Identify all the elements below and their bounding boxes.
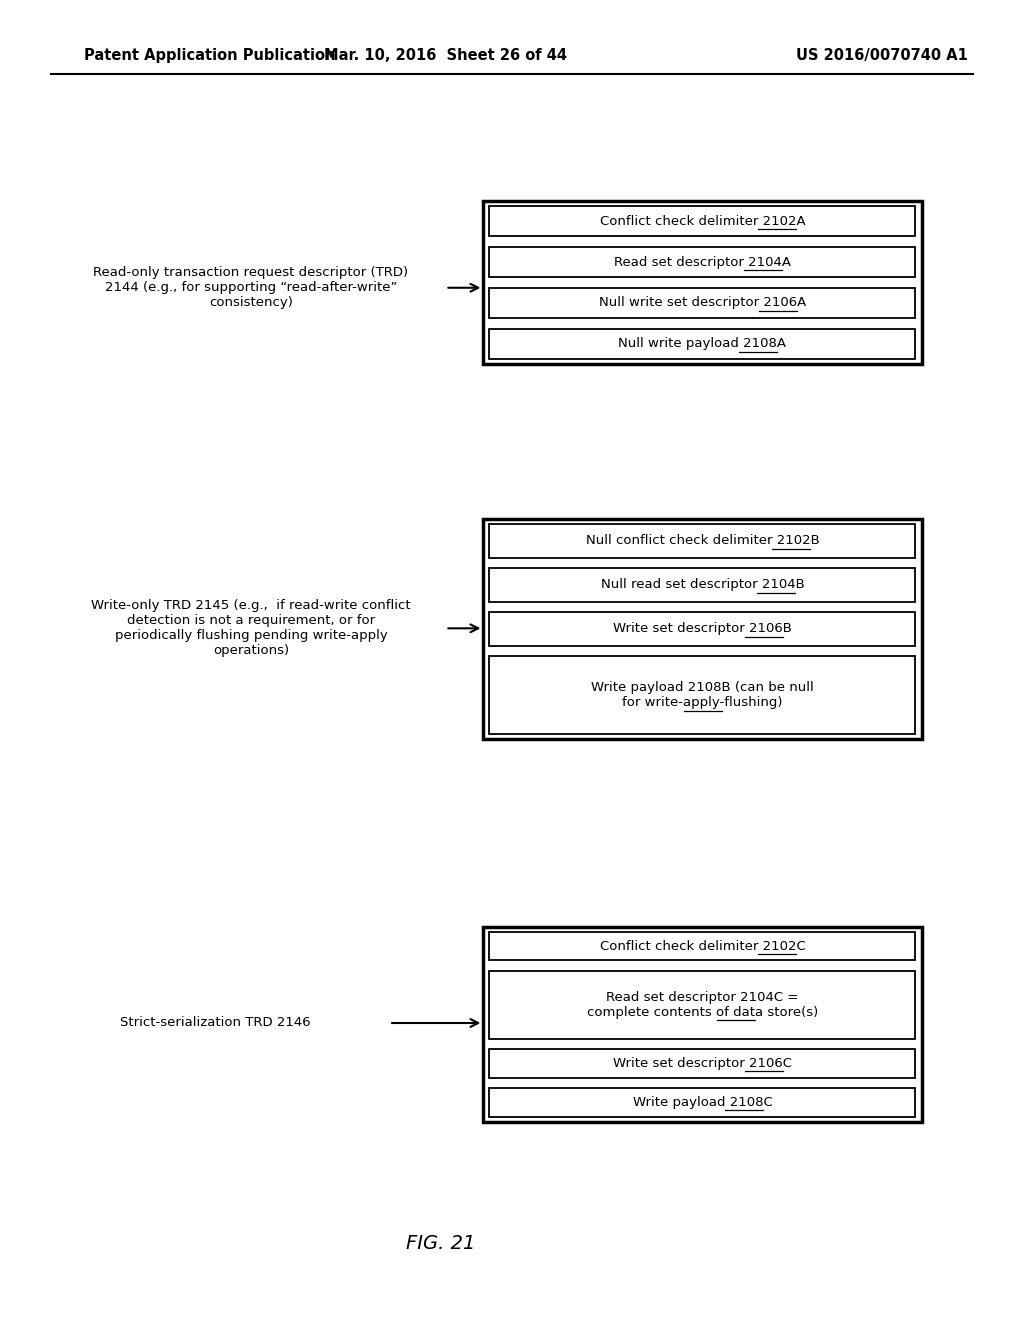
Bar — [489, 656, 915, 734]
Text: Read set descriptor 2104C =
complete contents of data store(s): Read set descriptor 2104C = complete con… — [587, 991, 818, 1019]
Bar — [489, 1088, 915, 1117]
Bar — [483, 519, 922, 739]
Text: Read-only transaction request descriptor (TRD)
2144 (e.g., for supporting “read-: Read-only transaction request descriptor… — [93, 267, 409, 309]
Bar — [489, 972, 915, 1039]
Text: Null read set descriptor 2104B: Null read set descriptor 2104B — [601, 578, 804, 591]
Text: Strict-serialization TRD 2146: Strict-serialization TRD 2146 — [120, 1016, 310, 1030]
Bar — [489, 932, 915, 961]
Bar — [483, 201, 922, 364]
Text: FIG. 21: FIG. 21 — [406, 1234, 475, 1253]
Text: Mar. 10, 2016  Sheet 26 of 44: Mar. 10, 2016 Sheet 26 of 44 — [324, 48, 567, 63]
Text: Write set descriptor 2106B: Write set descriptor 2106B — [613, 623, 792, 635]
Bar — [489, 1049, 915, 1077]
Text: Patent Application Publication: Patent Application Publication — [84, 48, 336, 63]
Text: Conflict check delimiter 2102C: Conflict check delimiter 2102C — [600, 940, 805, 953]
Bar — [489, 524, 915, 557]
Text: Read set descriptor 2104A: Read set descriptor 2104A — [614, 256, 791, 268]
Text: Write set descriptor 2106C: Write set descriptor 2106C — [613, 1057, 792, 1071]
Bar — [489, 247, 915, 277]
Text: Write payload 2108C: Write payload 2108C — [633, 1096, 772, 1109]
Text: Write-only TRD 2145 (e.g.,  if read-write conflict
detection is not a requiremen: Write-only TRD 2145 (e.g., if read-write… — [91, 599, 411, 657]
Text: Null conflict check delimiter 2102B: Null conflict check delimiter 2102B — [586, 535, 819, 548]
Bar — [489, 329, 915, 359]
Text: Write payload 2108B (can be null
for write-apply-flushing): Write payload 2108B (can be null for wri… — [591, 681, 814, 709]
Bar — [489, 206, 915, 236]
Text: Conflict check delimiter 2102A: Conflict check delimiter 2102A — [600, 215, 805, 227]
Bar — [483, 927, 922, 1122]
Bar — [489, 568, 915, 602]
Bar — [489, 612, 915, 645]
Text: US 2016/0070740 A1: US 2016/0070740 A1 — [796, 48, 968, 63]
Text: Null write payload 2108A: Null write payload 2108A — [618, 338, 786, 350]
Text: Null write set descriptor 2106A: Null write set descriptor 2106A — [599, 297, 806, 309]
Bar — [489, 288, 915, 318]
